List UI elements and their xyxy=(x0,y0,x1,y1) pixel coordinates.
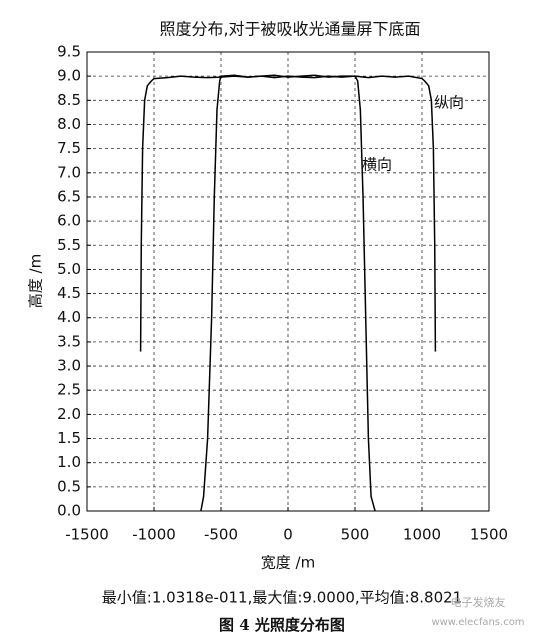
y-tick-label: 4.5 xyxy=(57,284,81,302)
y-tick-label: 1.0 xyxy=(57,453,81,471)
y-tick-label: 5.5 xyxy=(57,236,81,254)
y-tick-label: 7.0 xyxy=(57,163,81,181)
y-axis-label: 高度 /m xyxy=(27,254,45,308)
y-tick-label: 2.0 xyxy=(57,405,81,423)
data-line xyxy=(139,75,437,352)
y-tick-label: 1.5 xyxy=(57,429,81,447)
chart-title: 照度分布,对于被吸收光通量屏下底面 xyxy=(159,20,420,39)
x-tick-label: 1500 xyxy=(470,526,508,544)
x-tick-label: 1000 xyxy=(403,526,441,544)
y-tick-label: 8.0 xyxy=(57,115,81,133)
y-tick-label: 2.5 xyxy=(57,381,81,399)
y-tick-label: 0.5 xyxy=(57,477,81,495)
y-tick-label: 5.0 xyxy=(57,260,81,278)
y-tick-label: 8.5 xyxy=(57,91,81,109)
x-tick-label: 0 xyxy=(283,526,293,544)
y-tick-label: 6.0 xyxy=(57,212,81,230)
y-tick-label: 7.5 xyxy=(57,139,81,157)
y-tick-label: 6.5 xyxy=(57,187,81,205)
series-label: 横向 xyxy=(362,156,392,174)
x-axis-label: 宽度 /m xyxy=(261,554,315,572)
y-tick-label: 3.0 xyxy=(57,357,81,375)
plot-frame xyxy=(86,51,490,512)
x-tick-label: -1500 xyxy=(65,526,109,544)
y-tick-label: 9.0 xyxy=(57,67,81,85)
y-tick-label: 9.5 xyxy=(57,43,81,61)
x-tick-label: 500 xyxy=(341,526,370,544)
figure-label: 图 4 光照度分布图 xyxy=(219,616,345,634)
watermark: www.elecfans.com xyxy=(431,617,524,628)
x-tick-label: -500 xyxy=(204,526,238,544)
y-tick-label: 3.5 xyxy=(57,332,81,350)
caption: 最小值:1.0318e-011,最大值:9.0000,平均值:8.8021 xyxy=(102,589,462,607)
y-tick-label: 4.0 xyxy=(57,308,81,326)
x-tick-label: -1000 xyxy=(132,526,176,544)
data-line xyxy=(200,74,376,512)
series-label: 纵向 xyxy=(434,94,464,112)
watermark: 电子发烧友 xyxy=(451,595,506,609)
y-tick-label: 0.0 xyxy=(57,502,81,520)
